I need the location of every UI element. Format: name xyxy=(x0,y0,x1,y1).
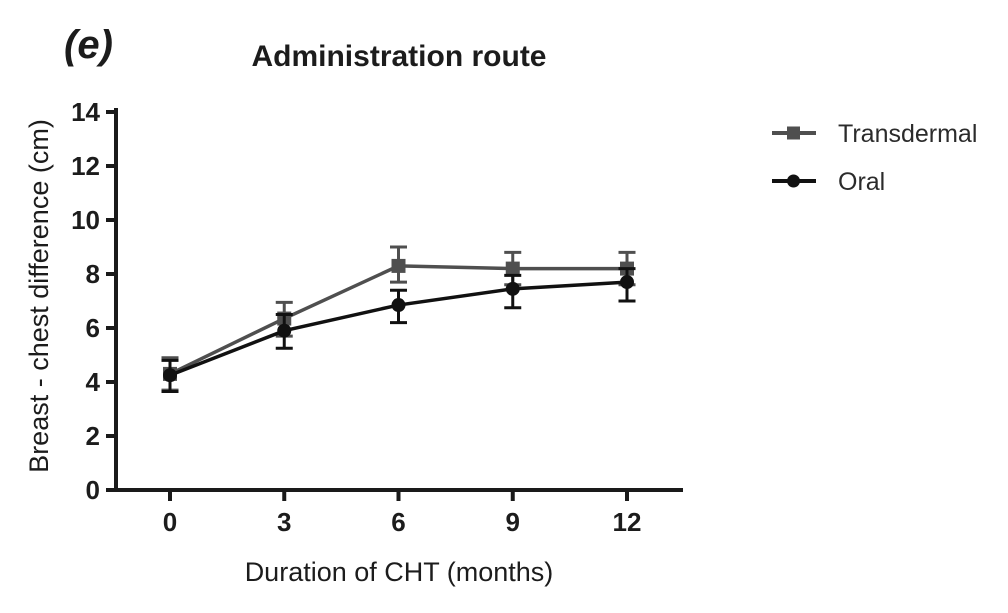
oral-marker xyxy=(505,281,520,296)
y-axis-label: Breast - chest difference (cm) xyxy=(24,119,54,473)
oral-series xyxy=(161,267,636,393)
y-tick-label: 10 xyxy=(71,205,100,235)
y-tick-label: 12 xyxy=(71,151,100,181)
panel-label: (e) xyxy=(64,23,113,67)
x-axis-label: Duration of CHT (months) xyxy=(245,557,554,587)
oral-marker xyxy=(277,323,292,338)
legend-circle-marker xyxy=(787,174,800,188)
chart-title: Administration route xyxy=(251,40,546,73)
transdermal-marker xyxy=(505,261,520,276)
x-tick-label: 3 xyxy=(277,507,291,537)
y-tick-label: 4 xyxy=(86,367,101,397)
data-series xyxy=(161,245,636,393)
x-tick-label: 0 xyxy=(163,507,177,537)
y-tick-label: 8 xyxy=(86,259,100,289)
legend-square-marker xyxy=(787,126,800,140)
y-tick-label: 6 xyxy=(86,313,100,343)
legend-label: Oral xyxy=(838,168,885,196)
y-tick-label: 14 xyxy=(71,97,100,127)
x-tick-label: 9 xyxy=(506,507,520,537)
transdermal-marker xyxy=(391,258,406,273)
legend: Transdermal Oral xyxy=(772,120,977,196)
oral-marker xyxy=(391,298,406,313)
oral-marker xyxy=(620,275,634,290)
axes: 0 2 4 6 8 10 12 14 0 3 6 9 12 xyxy=(71,97,683,537)
y-tick-label: 2 xyxy=(86,421,100,451)
legend-label: Transdermal xyxy=(838,120,977,148)
legend-item-oral: Oral xyxy=(772,168,885,196)
x-tick-label: 12 xyxy=(613,507,642,537)
legend-item-transdermal: Transdermal xyxy=(772,120,977,148)
x-tick-label: 6 xyxy=(391,507,405,537)
oral-marker xyxy=(163,368,177,383)
y-tick-label: 0 xyxy=(86,475,100,505)
